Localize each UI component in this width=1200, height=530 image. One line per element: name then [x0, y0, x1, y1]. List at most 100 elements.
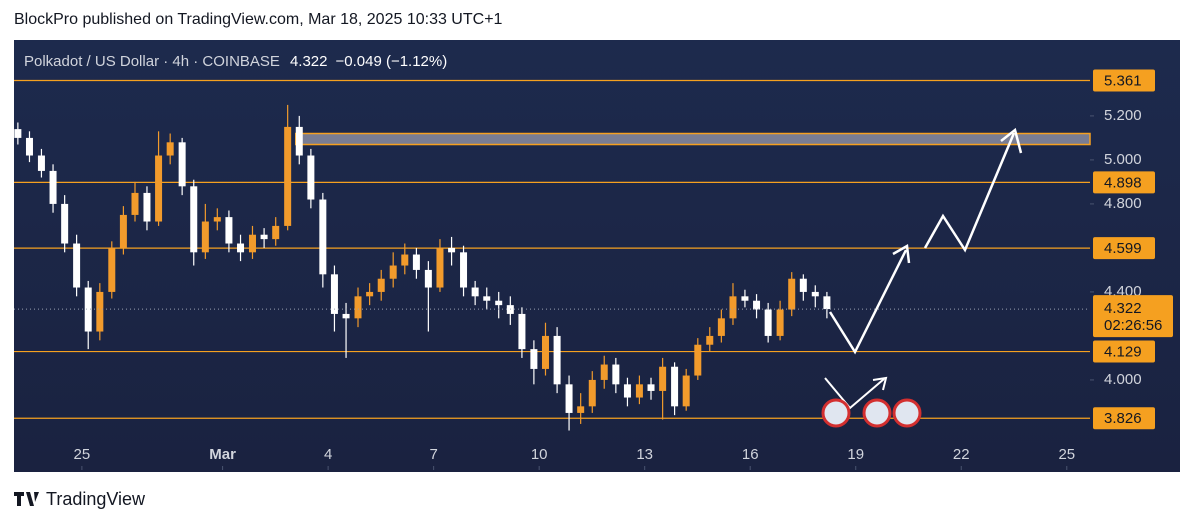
candle-body: [178, 142, 186, 187]
candle-body: [823, 296, 831, 310]
candle-body: [612, 364, 620, 385]
level-label-box: [1093, 340, 1155, 363]
candle-body: [14, 129, 22, 138]
candle-body: [319, 199, 327, 275]
candle-body: [412, 254, 420, 270]
candle-body: [143, 192, 151, 222]
x-tick-label: 4: [324, 446, 332, 463]
level-label-box: [1093, 237, 1155, 260]
candle-body: [61, 203, 69, 244]
candle-body: [694, 344, 702, 376]
candle-body: [518, 313, 526, 350]
candle-body: [495, 300, 503, 306]
candle-body: [600, 364, 608, 380]
candle-body: [706, 335, 714, 345]
candle-body: [330, 274, 338, 314]
projection-arrow: [923, 132, 1016, 253]
current-price-box: [1093, 295, 1173, 338]
candle-body: [401, 254, 409, 266]
candle-body: [729, 296, 737, 319]
candle-body: [682, 375, 690, 407]
candle-body: [155, 155, 163, 222]
candle-body: [284, 126, 292, 226]
resistance-zone: [295, 132, 1091, 146]
candle-body: [389, 265, 397, 279]
x-tick-label: 19: [847, 446, 864, 463]
x-tick-label: 25: [74, 446, 91, 463]
projection-arrow: [824, 377, 885, 410]
level-label-box: [1093, 69, 1155, 92]
candle-body: [190, 186, 198, 253]
arrow-head: [892, 243, 911, 264]
candle-body: [131, 192, 139, 215]
current-price-label: 4.322: [1104, 300, 1142, 317]
candle-body: [213, 217, 221, 222]
candle-body: [565, 384, 573, 413]
candle-body: [471, 287, 479, 297]
candle-body: [272, 225, 280, 240]
x-tick-label: 10: [531, 446, 548, 463]
event-icon: [892, 398, 922, 428]
level-label: 4.898: [1104, 174, 1142, 191]
candle-body: [530, 349, 538, 369]
candle-body: [96, 291, 104, 332]
y-tick-label: 4.800: [1104, 195, 1142, 212]
chart-title: Polkadot / US Dollar · 4h · COINBASE: [24, 53, 280, 70]
candle-body: [37, 155, 45, 171]
event-markers: [821, 398, 922, 428]
candle-body: [248, 234, 256, 253]
candle-body: [483, 296, 491, 301]
level-label-box: [1093, 171, 1155, 194]
candle-body: [73, 243, 81, 288]
candle-body: [541, 335, 549, 369]
candle-body: [295, 126, 303, 156]
brand-logo: [14, 492, 39, 506]
candle-body: [753, 300, 761, 310]
level-label: 5.361: [1104, 72, 1142, 89]
candle-body: [764, 309, 772, 336]
candle-body: [788, 278, 796, 310]
candle-body: [799, 278, 807, 292]
candle-body: [635, 384, 643, 398]
candle-body: [659, 366, 667, 391]
candle-body: [201, 221, 209, 253]
chart-background: [14, 40, 1180, 472]
x-tick-label: 25: [1058, 446, 1075, 463]
candle-body: [166, 142, 174, 156]
level-label: 4.129: [1104, 344, 1142, 361]
candle-body: [84, 287, 92, 332]
candle-body: [436, 247, 444, 288]
brand-name: TradingView: [46, 489, 146, 509]
candle-body: [588, 379, 596, 407]
y-tick-label: 5.000: [1104, 151, 1142, 168]
candle-body: [237, 243, 245, 253]
candle-body: [354, 296, 362, 319]
x-tick-label: Mar: [209, 446, 236, 463]
candle-body: [577, 406, 585, 413]
level-label: 4.599: [1104, 240, 1142, 257]
arrow-head: [1000, 127, 1023, 154]
candle-body: [448, 247, 456, 253]
y-tick-label: 5.200: [1104, 107, 1142, 124]
candle-body: [460, 252, 468, 288]
candle-body: [366, 291, 374, 297]
x-tick-label: 16: [742, 446, 759, 463]
event-icon: [821, 398, 851, 428]
candle-body: [342, 313, 350, 319]
x-tick-label: 13: [636, 446, 653, 463]
y-tick-label: 4.000: [1104, 371, 1142, 388]
arrow-head: [872, 376, 888, 391]
brand: TradingView: [14, 489, 146, 509]
candle-body: [108, 247, 116, 292]
candle-body: [424, 269, 432, 288]
candle-body: [119, 214, 127, 248]
x-tick-label: 22: [953, 446, 970, 463]
candle-body: [49, 170, 57, 204]
projection-arrow: [828, 249, 908, 355]
published-line: BlockPro published on TradingView.com, M…: [14, 11, 503, 28]
candle-body: [717, 318, 725, 336]
candle-body: [623, 384, 631, 398]
